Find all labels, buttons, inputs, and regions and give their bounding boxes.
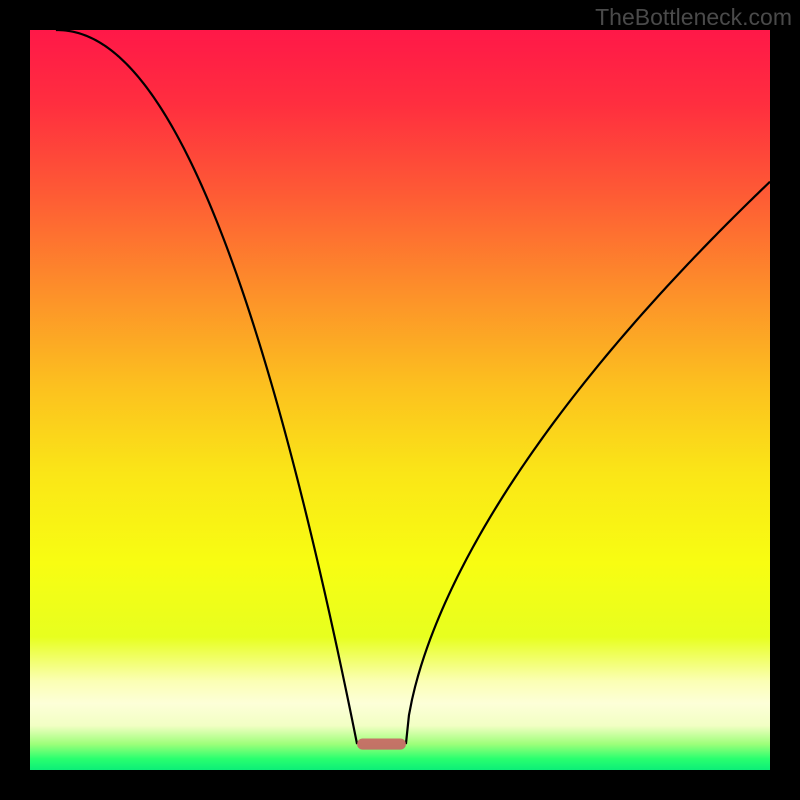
marker-layer — [30, 30, 770, 770]
plot-area — [30, 30, 770, 770]
watermark-text: TheBottleneck.com — [595, 4, 792, 31]
bottleneck-marker — [357, 739, 406, 750]
bottleneck-chart: TheBottleneck.com — [0, 0, 800, 800]
